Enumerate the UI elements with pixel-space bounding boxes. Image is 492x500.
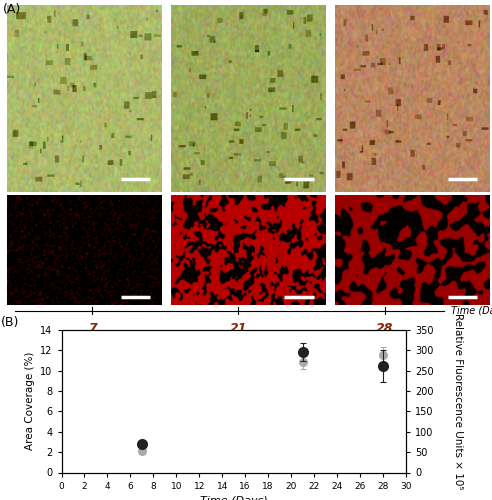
Text: (B): (B) [1,316,20,329]
Text: Time (Days): Time (Days) [451,306,492,316]
Y-axis label: Area Coverage (%): Area Coverage (%) [25,352,34,450]
Y-axis label: Relative Fluorescence Units × 10⁵: Relative Fluorescence Units × 10⁵ [453,313,463,490]
X-axis label: Time (Days): Time (Days) [200,496,268,500]
Text: 28: 28 [376,322,394,335]
Text: 21: 21 [230,322,247,335]
Text: 7: 7 [88,322,96,335]
Text: (A): (A) [3,4,21,16]
